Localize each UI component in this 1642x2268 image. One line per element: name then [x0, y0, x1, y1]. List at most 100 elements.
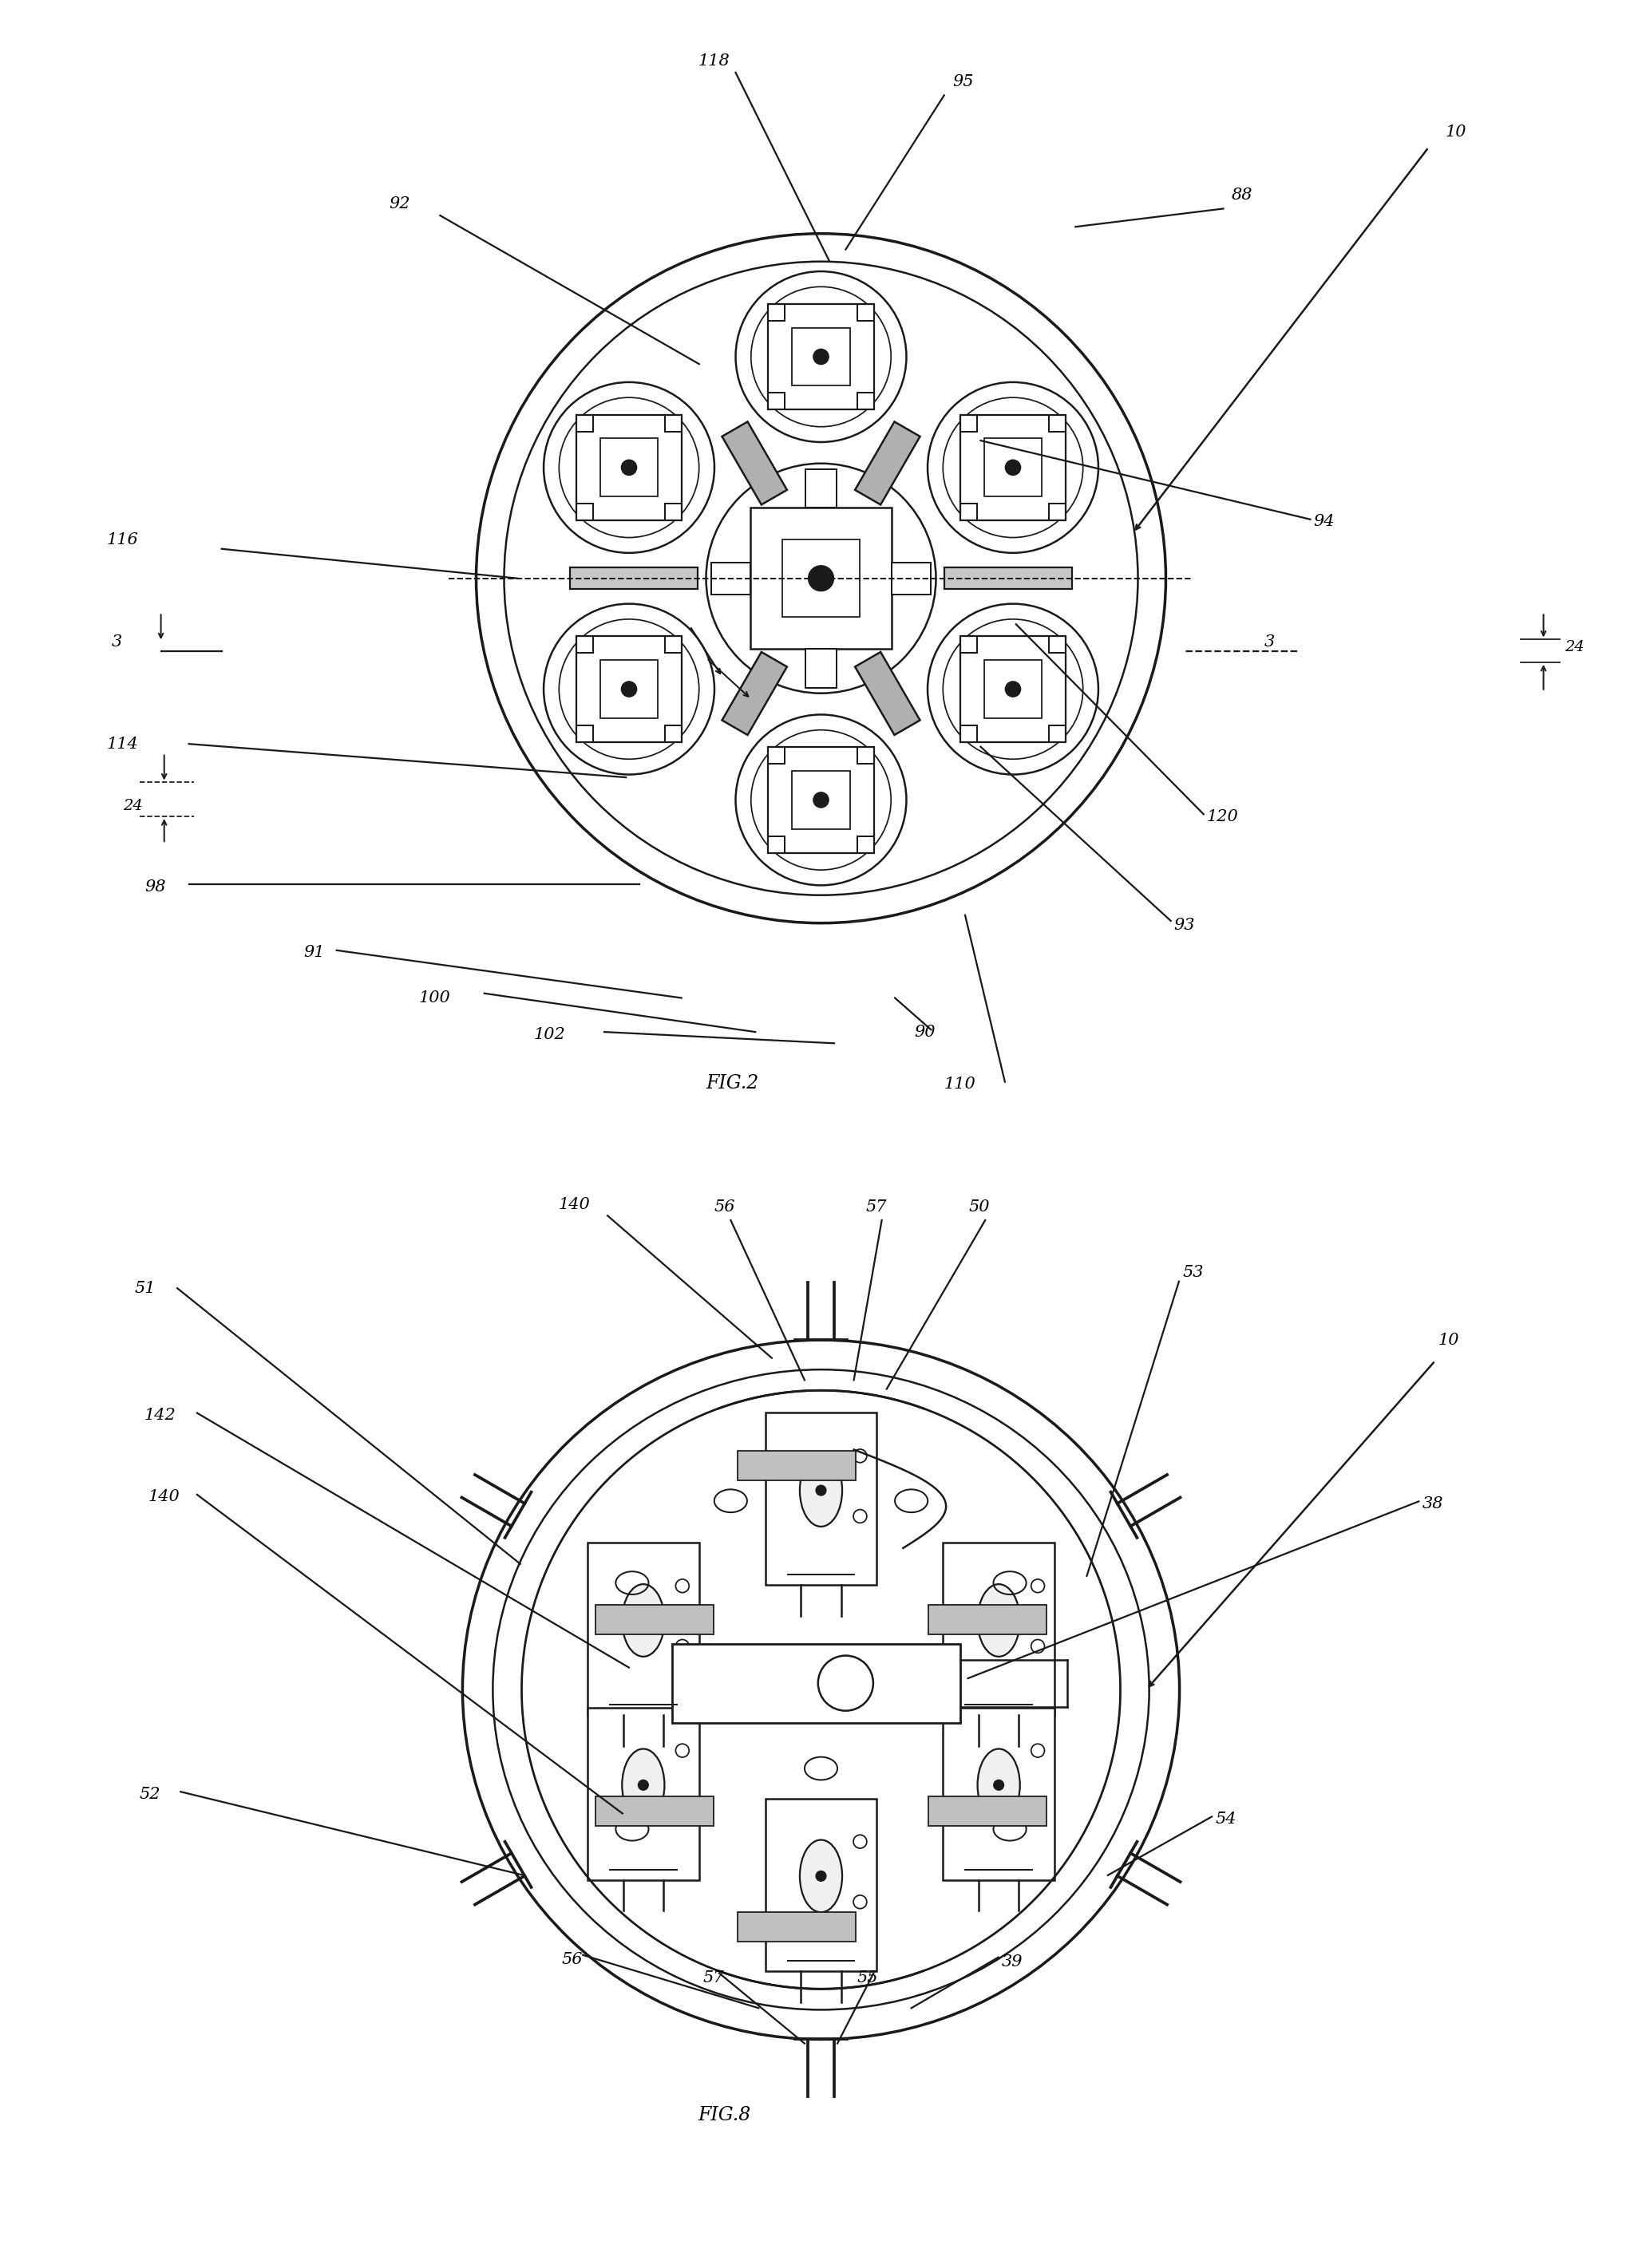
Bar: [711, 562, 750, 594]
Text: 140: 140: [558, 1198, 589, 1211]
Text: 92: 92: [389, 197, 410, 211]
Text: 24: 24: [123, 798, 143, 812]
Bar: [765, 1799, 877, 1971]
Circle shape: [639, 1615, 649, 1626]
Text: 110: 110: [944, 1077, 975, 1091]
Bar: [791, 327, 851, 386]
Circle shape: [558, 619, 699, 760]
Circle shape: [943, 619, 1084, 760]
Text: 54: 54: [1215, 1812, 1236, 1826]
Circle shape: [1005, 460, 1021, 476]
Text: 98: 98: [144, 880, 166, 894]
Bar: [943, 1542, 1054, 1715]
Bar: [576, 415, 681, 519]
Text: 88: 88: [1232, 188, 1253, 202]
Text: 10: 10: [1438, 1334, 1460, 1347]
Bar: [791, 771, 851, 830]
Text: 142: 142: [144, 1408, 176, 1422]
Text: 3: 3: [1264, 635, 1274, 649]
Text: 100: 100: [419, 991, 450, 1005]
Text: 3: 3: [112, 635, 122, 649]
Ellipse shape: [977, 1583, 1020, 1656]
Bar: [984, 438, 1043, 497]
Text: 118: 118: [698, 54, 729, 68]
Text: 57: 57: [703, 1971, 724, 1984]
Circle shape: [1005, 680, 1021, 696]
Bar: [599, 660, 658, 719]
Text: 93: 93: [1174, 919, 1195, 932]
Text: 53: 53: [1182, 1266, 1204, 1279]
Bar: [961, 415, 1066, 519]
Bar: [805, 469, 837, 508]
Text: FIG.8: FIG.8: [698, 2107, 750, 2125]
Bar: [928, 1796, 1046, 1826]
Circle shape: [993, 1615, 1003, 1626]
Text: 140: 140: [148, 1490, 179, 1504]
Text: 55: 55: [857, 1971, 878, 1984]
Bar: [588, 1708, 699, 1880]
Text: 52: 52: [140, 1787, 161, 1801]
Ellipse shape: [977, 1749, 1020, 1821]
Text: 24: 24: [1565, 640, 1585, 653]
Text: 38: 38: [1422, 1497, 1443, 1510]
Circle shape: [808, 565, 834, 592]
Text: FIG.2: FIG.2: [706, 1075, 759, 1093]
Text: 39: 39: [1002, 1955, 1023, 1969]
Text: 120: 120: [1207, 810, 1238, 823]
Ellipse shape: [800, 1839, 842, 1912]
Circle shape: [943, 397, 1084, 538]
Bar: [750, 508, 892, 649]
Ellipse shape: [622, 1583, 665, 1656]
Circle shape: [621, 460, 637, 476]
Bar: [768, 304, 874, 411]
Polygon shape: [722, 651, 787, 735]
Text: 114: 114: [107, 737, 138, 751]
Circle shape: [993, 1780, 1003, 1789]
Circle shape: [639, 1780, 649, 1789]
Bar: [737, 1912, 855, 1941]
Text: 102: 102: [534, 1027, 565, 1041]
Bar: [588, 1542, 699, 1715]
Bar: [768, 746, 874, 853]
Bar: [737, 1452, 855, 1481]
Bar: [570, 567, 698, 590]
Text: 50: 50: [969, 1200, 990, 1213]
Circle shape: [558, 397, 699, 538]
Bar: [765, 1413, 877, 1585]
Bar: [961, 637, 1066, 742]
Bar: [576, 637, 681, 742]
Bar: [599, 438, 658, 497]
Bar: [596, 1603, 714, 1633]
Circle shape: [816, 1486, 826, 1495]
Text: 116: 116: [107, 533, 138, 547]
Circle shape: [816, 1871, 826, 1880]
Circle shape: [621, 680, 637, 696]
Bar: [928, 1603, 1046, 1633]
Text: 51: 51: [135, 1281, 156, 1295]
Bar: [892, 562, 931, 594]
Text: 95: 95: [952, 75, 974, 88]
Circle shape: [750, 730, 892, 871]
Text: 57: 57: [865, 1200, 887, 1213]
Circle shape: [750, 286, 892, 426]
Text: 56: 56: [562, 1953, 583, 1966]
Ellipse shape: [622, 1749, 665, 1821]
Text: 10: 10: [1445, 125, 1466, 138]
Bar: [596, 1796, 714, 1826]
Text: 56: 56: [714, 1200, 736, 1213]
Bar: [944, 567, 1072, 590]
Text: 91: 91: [304, 946, 325, 959]
Circle shape: [813, 792, 829, 807]
Bar: [782, 540, 860, 617]
Text: 90: 90: [915, 1025, 936, 1039]
Ellipse shape: [800, 1454, 842, 1526]
Bar: [943, 1708, 1054, 1880]
Polygon shape: [855, 651, 920, 735]
Polygon shape: [722, 422, 787, 506]
Text: 94: 94: [1314, 515, 1335, 528]
Polygon shape: [855, 422, 920, 506]
Bar: [673, 1644, 961, 1724]
Circle shape: [813, 349, 829, 365]
Bar: [984, 660, 1043, 719]
Bar: [805, 649, 837, 687]
